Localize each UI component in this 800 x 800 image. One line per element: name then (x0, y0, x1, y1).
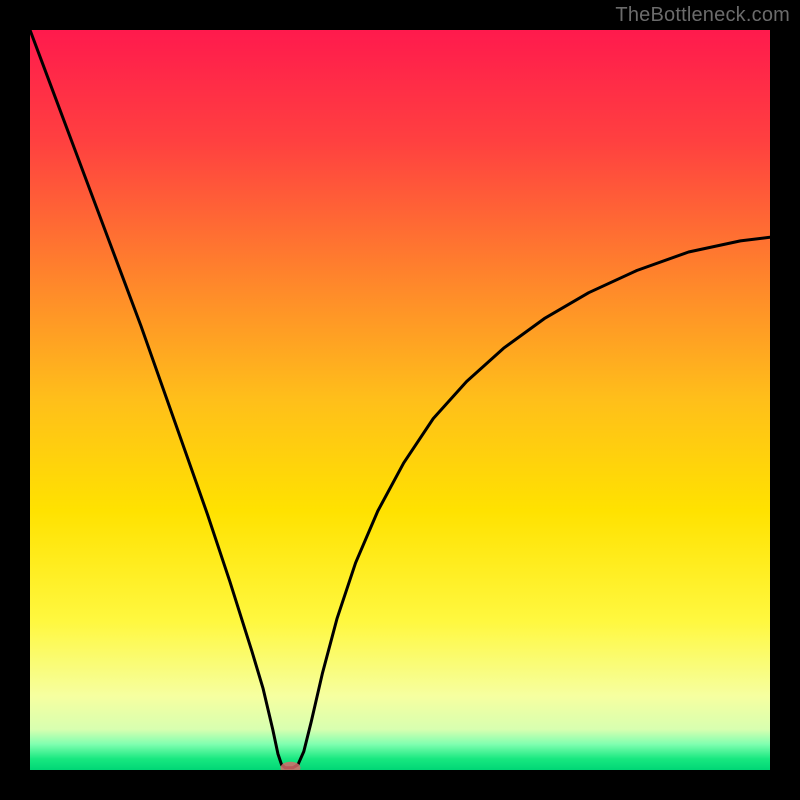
chart-stage: TheBottleneck.com (0, 0, 800, 800)
bottleneck-curve (30, 30, 770, 768)
plot-area (30, 30, 770, 770)
watermark-text: TheBottleneck.com (615, 4, 790, 27)
plot-svg (30, 30, 770, 770)
